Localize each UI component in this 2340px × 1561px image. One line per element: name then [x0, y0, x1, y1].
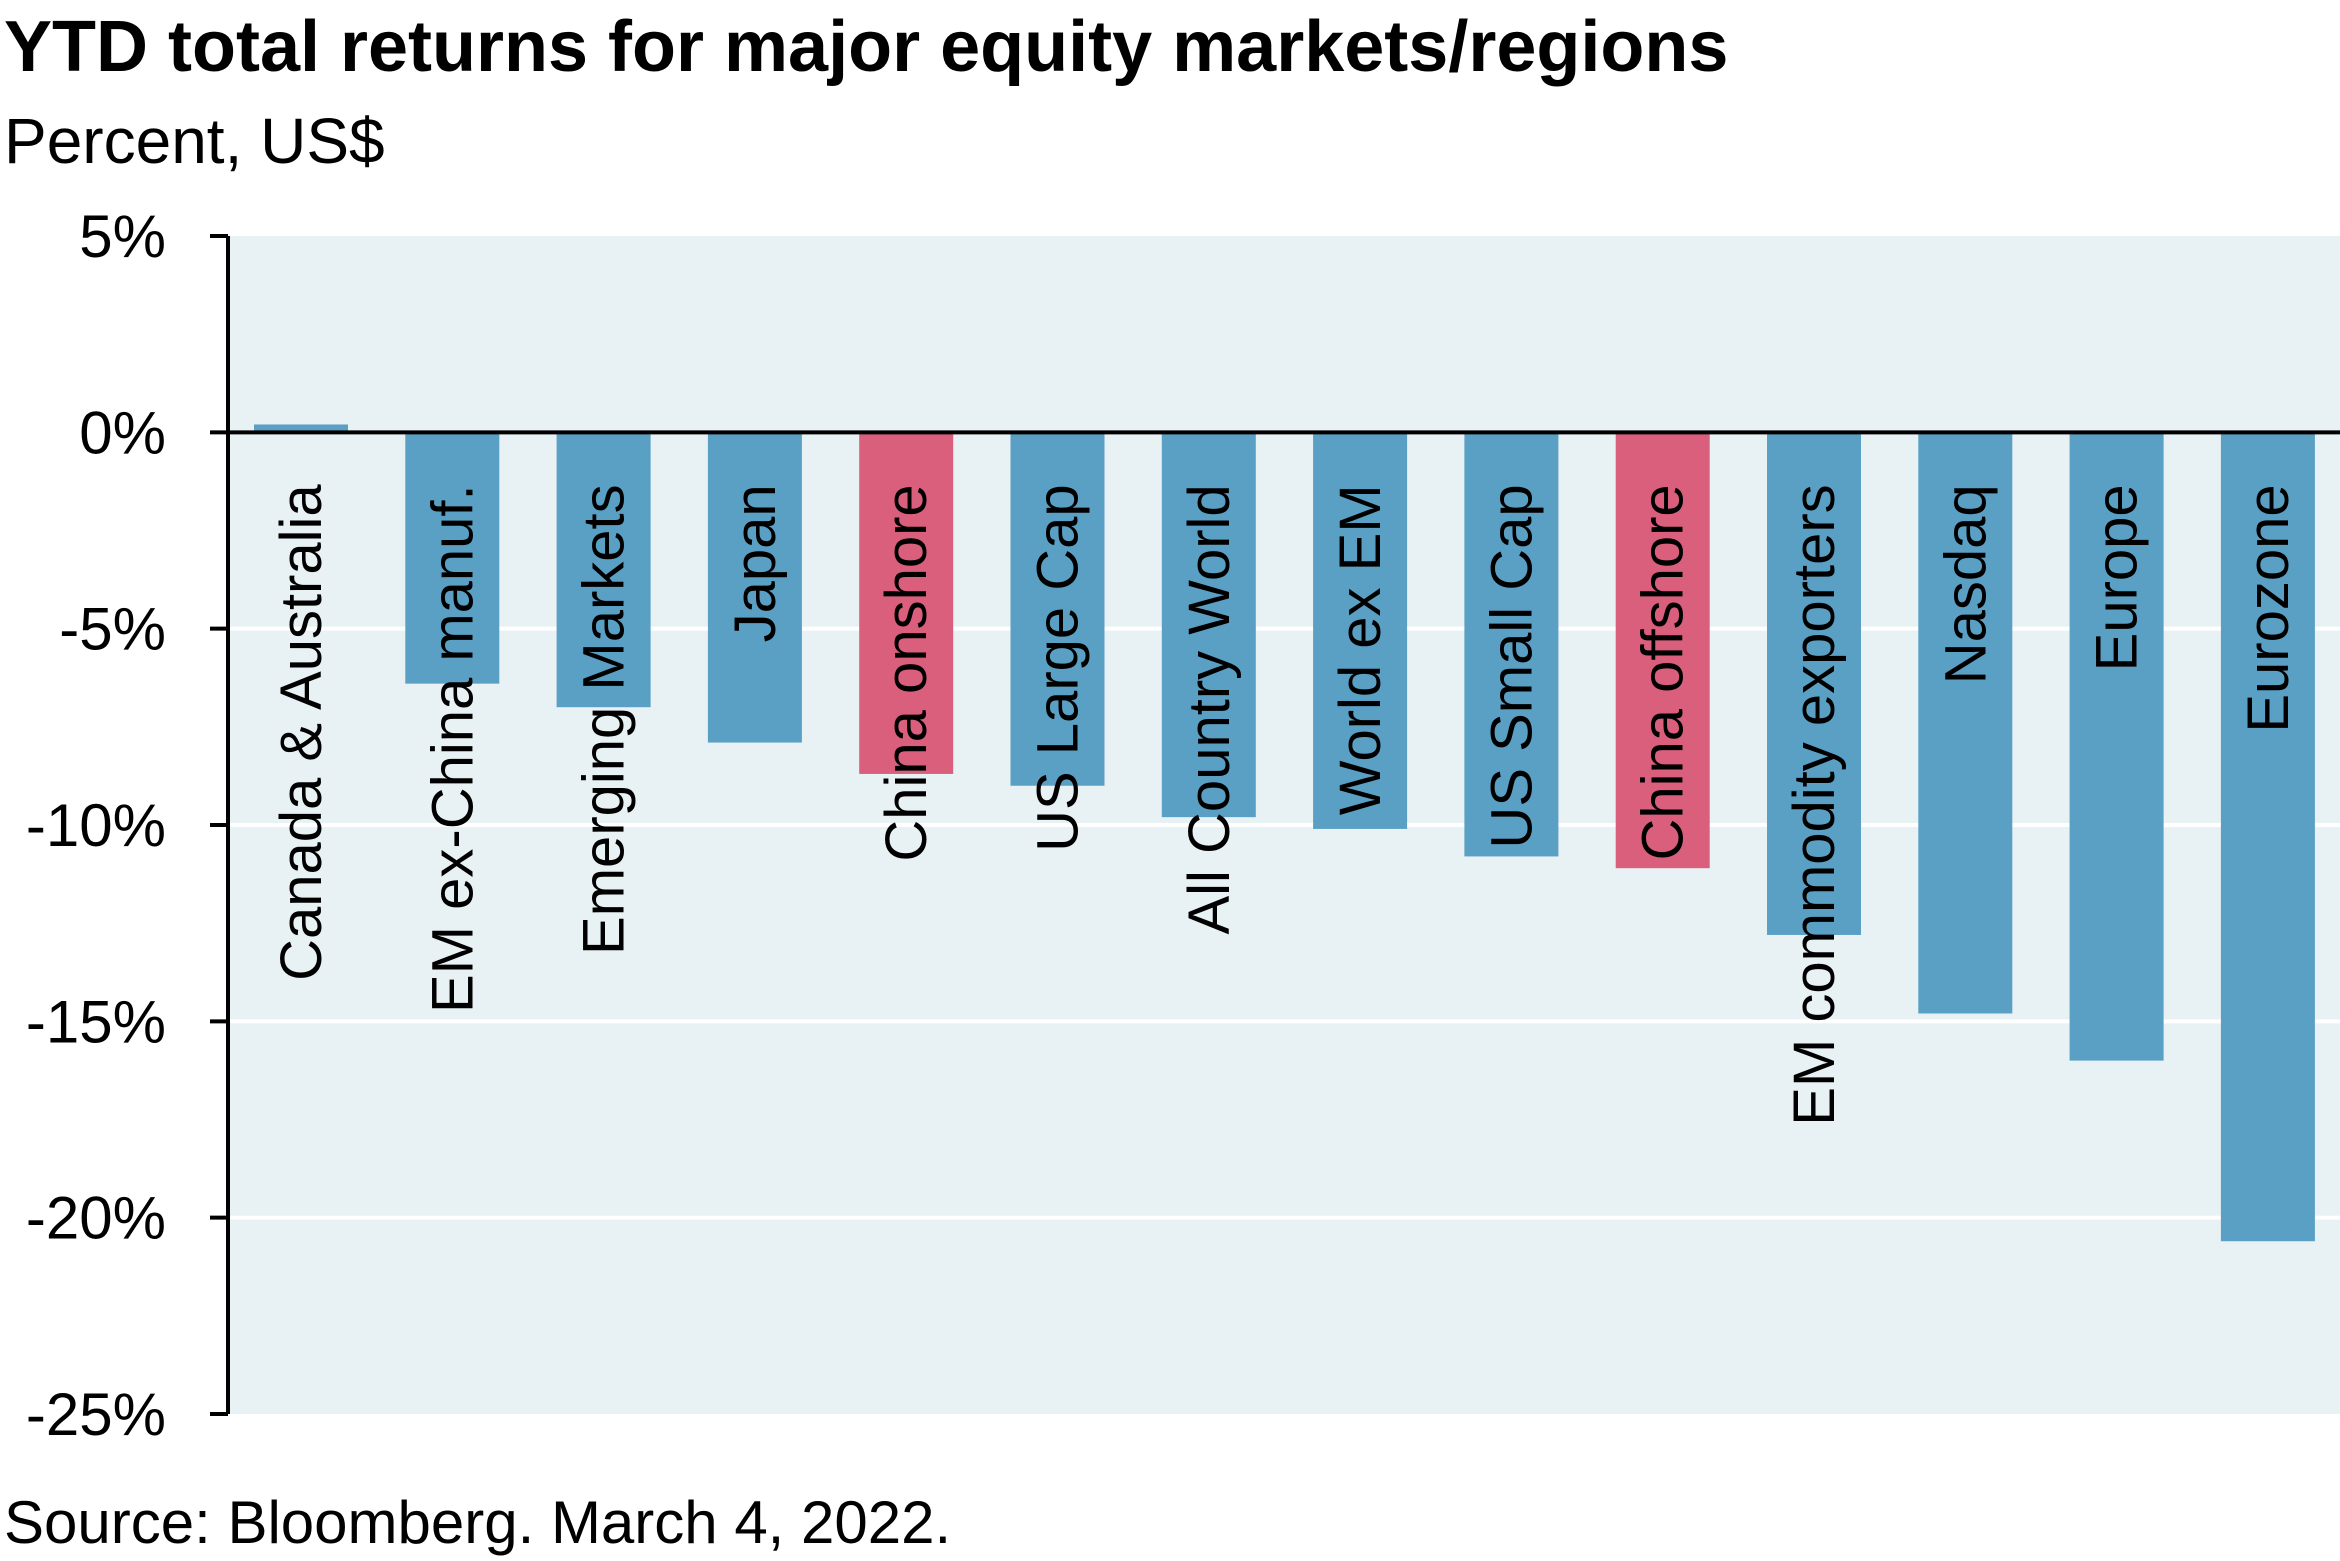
bar [405, 432, 500, 684]
category-label: Emerging Markets [572, 484, 637, 955]
category-label: Canada & Australia [269, 484, 334, 981]
bars [254, 424, 2315, 1242]
bar [1464, 432, 1559, 857]
category-label: Japan [723, 484, 788, 642]
bar [707, 432, 802, 743]
bar [1010, 432, 1105, 786]
source-note: Source: Bloomberg. March 4, 2022. [4, 1489, 952, 1556]
category-label: US Small Cap [1479, 484, 1544, 848]
bar [254, 424, 348, 433]
y-tick-label: -15% [26, 988, 166, 1055]
category-label: World ex EM [1328, 484, 1393, 815]
category-label: China offshore [1631, 484, 1696, 860]
y-tick-label: -20% [26, 1185, 166, 1252]
category-label: Europe [2085, 484, 2150, 671]
chart-title: YTD total returns for major equity marke… [4, 7, 1729, 87]
bar [1161, 432, 1256, 818]
y-tick-label: -10% [26, 792, 166, 859]
category-labels: Canada & Australia EM ex-China manuf. Emer… [269, 484, 2301, 1126]
category-label: China onshore [874, 484, 939, 861]
bar [859, 432, 954, 774]
bar [1767, 432, 1861, 935]
y-axis: 5% 0% -5% -10% -15% -20% -25% [26, 203, 230, 1448]
y-tick-label: 0% [79, 399, 166, 466]
bar [2069, 432, 2164, 1061]
category-label: Eurozone [2236, 484, 2301, 732]
category-label: EM commodity exporters [1782, 484, 1847, 1125]
bar [1615, 432, 1710, 869]
bar [2220, 432, 2315, 1242]
bar [1313, 432, 1408, 829]
y-tick-label: 5% [79, 203, 166, 270]
category-label: All Country World [1177, 484, 1242, 934]
chart-subtitle: Percent, US$ [4, 105, 385, 177]
bar [1918, 432, 2013, 1014]
y-tick-label: -5% [59, 596, 166, 663]
category-label: Nasdaq [1933, 484, 1998, 684]
y-tick-label: -25% [26, 1381, 166, 1448]
bar [556, 432, 651, 708]
category-label: EM ex-China manuf. [420, 484, 485, 1013]
category-label: US Large Cap [1026, 484, 1091, 852]
